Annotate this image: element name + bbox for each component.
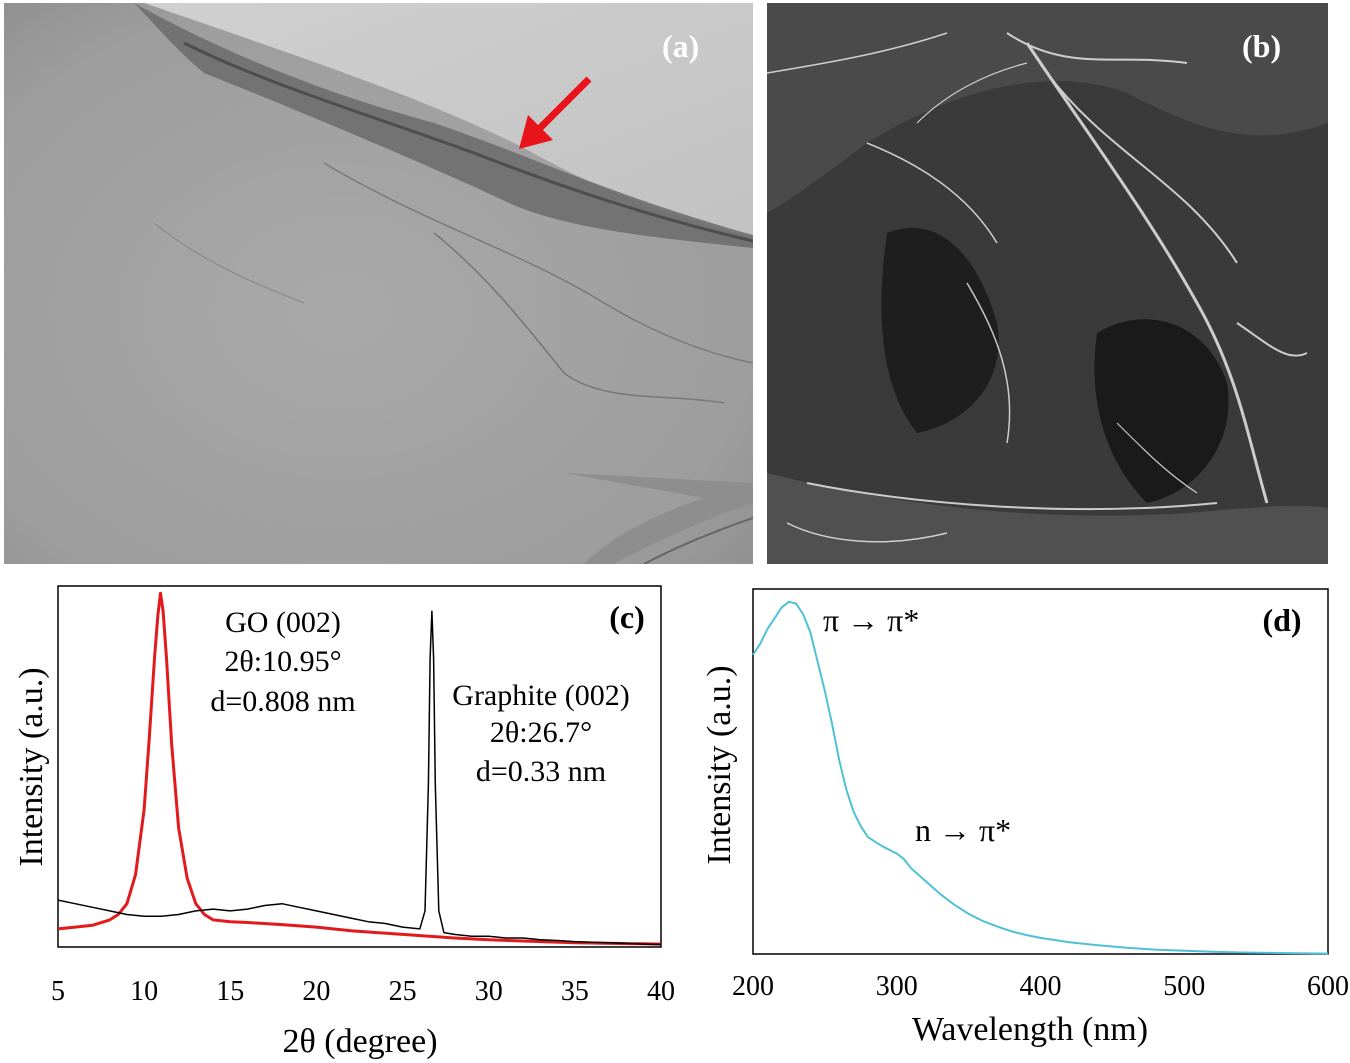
go-peak-spacing: d=0.808 nm: [210, 685, 355, 718]
xrd-chart: 5 10 15 20 25 30 35 40 Intensity (a.u.) 2θ (deg…: [13, 585, 675, 1060]
n-transition-label: n → π*: [915, 812, 1011, 848]
x-tick-label: 15: [216, 976, 244, 1007]
graphite-peak-angle: 2θ:26.7°: [490, 716, 592, 749]
panel-label-d: (d): [1262, 602, 1301, 638]
xrd-series-group: [57, 591, 662, 946]
x-tick-label: 25: [389, 976, 417, 1007]
series-line-0: [57, 591, 662, 946]
uv-vis-chart: 200 300 400 500 600 Intensity (a.u.) Wavelen…: [701, 588, 1349, 1048]
sem-image-panel: [767, 3, 1328, 564]
x-axis-label: Wavelength (nm): [912, 1011, 1148, 1048]
graphite-peak-title: Graphite (002): [452, 679, 629, 712]
x-tick-label: 20: [302, 976, 330, 1007]
panel-label-b: (b): [1242, 28, 1282, 64]
x-tick-label: 35: [561, 976, 589, 1007]
x-axis-label: 2θ (degree): [282, 1023, 437, 1060]
x-tick-label: 500: [1163, 971, 1205, 1002]
tem-image-panel: [4, 3, 753, 564]
x-tick-label: 300: [876, 971, 918, 1002]
x-tick-label: 600: [1307, 971, 1349, 1002]
x-tick-label: 30: [475, 976, 503, 1007]
plot-frame: [752, 588, 1329, 955]
plot-frame: [57, 585, 662, 948]
series-line-1: [57, 610, 662, 946]
go-peak-angle: 2θ:10.95°: [224, 645, 341, 678]
sem-image: [767, 3, 1328, 564]
y-axis-label: Intensity (a.u.): [13, 667, 50, 866]
uv-series-group: [752, 600, 1329, 955]
graphite-peak-spacing: d=0.33 nm: [476, 755, 606, 788]
pi-transition-label: π → π*: [823, 602, 919, 638]
x-tick-label: 5: [51, 976, 65, 1007]
x-tick-labels: 200 300 400 500 600: [732, 971, 1349, 1002]
panel-label-c: (c): [609, 599, 645, 635]
tem-image: [4, 3, 753, 564]
red-arrow-icon: [519, 76, 592, 149]
x-tick-labels: 5 10 15 20 25 30 35 40: [51, 976, 675, 1007]
x-tick-label: 400: [1020, 971, 1062, 1002]
x-tick-label: 40: [647, 976, 675, 1007]
y-axis-label: Intensity (a.u.): [701, 665, 738, 864]
go-peak-title: GO (002): [225, 606, 341, 639]
x-tick-label: 10: [130, 976, 158, 1007]
series-line-0: [752, 600, 1329, 955]
x-tick-label: 200: [732, 971, 774, 1002]
panel-label-a: (a): [662, 28, 700, 64]
